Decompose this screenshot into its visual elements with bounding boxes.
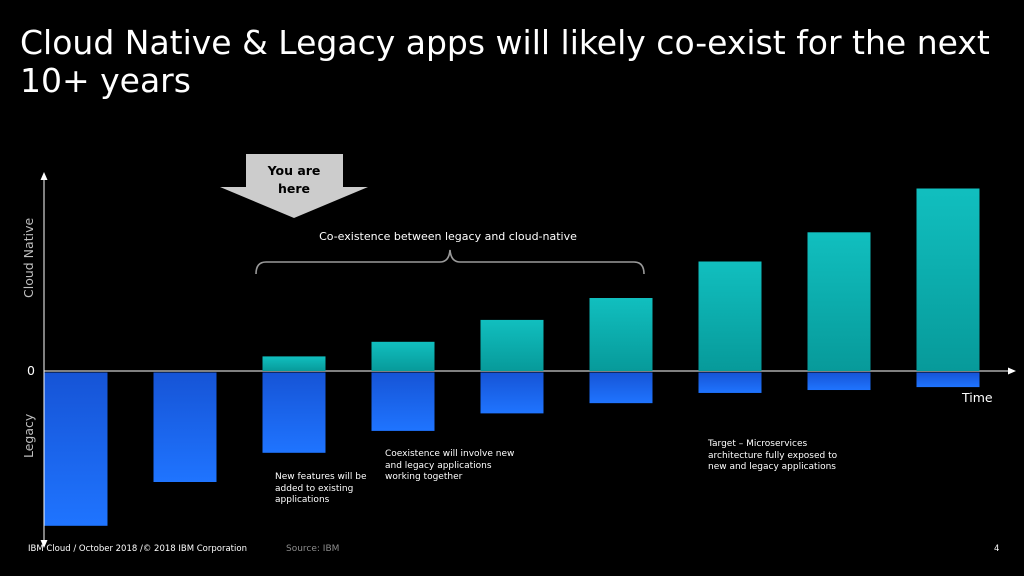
legacy-bar-1 (44, 372, 108, 526)
x-axis-arrowhead (1008, 367, 1016, 375)
x-axis-label-time: Time (961, 390, 993, 405)
cloud-native-bar-9 (916, 188, 980, 371)
legacy-bar-8 (807, 372, 871, 391)
legacy-bar-3 (262, 372, 326, 453)
legacy-bar-6 (589, 372, 653, 404)
legacy-bar-5 (480, 372, 544, 414)
legacy-bar-4 (371, 372, 435, 431)
note-new-features: New features will be added to existing a… (275, 472, 367, 505)
page-number: 4 (994, 544, 1000, 554)
y-axis-down-arrowhead (40, 540, 48, 548)
cloud-native-bar-3 (262, 356, 326, 371)
you-are-here-line-1: You are (267, 163, 321, 178)
note-target: Target – Microservices architecture full… (708, 439, 838, 472)
cloud-native-bar-4 (371, 341, 435, 371)
zero-tick-label: 0 (27, 363, 35, 378)
y-axis-label-cloud-native: Cloud Native (21, 218, 36, 298)
legacy-bar-9 (916, 372, 980, 388)
coexistence-bracket-label: Co-existence between legacy and cloud-na… (319, 230, 577, 243)
y-axis-label-legacy: Legacy (21, 413, 36, 458)
y-axis-up-arrowhead (40, 172, 48, 180)
cloud-native-bar-8 (807, 232, 871, 371)
coexistence-bracket (255, 249, 645, 275)
you-are-here-line-2: here (278, 181, 310, 196)
cloud-native-bar-6 (589, 298, 653, 371)
cloud-native-bar-5 (480, 319, 544, 371)
legacy-bar-2 (153, 372, 217, 482)
you-are-here-arrow (220, 154, 368, 218)
legacy-bar-7 (698, 372, 762, 393)
bars-group (44, 188, 980, 526)
note-coexistence: Coexistence will involve new and legacy … (385, 449, 515, 482)
cloud-native-bar-7 (698, 261, 762, 371)
slide-title: Cloud Native & Legacy apps will likely c… (20, 23, 990, 100)
footer-source: Source: IBM (286, 544, 340, 554)
footer-copyright: IBM Cloud / October 2018 /© 2018 IBM Cor… (28, 544, 247, 554)
